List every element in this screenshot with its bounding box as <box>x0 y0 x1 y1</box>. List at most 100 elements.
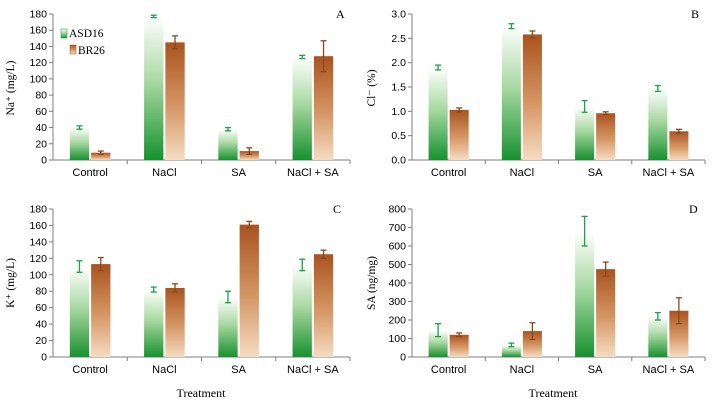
y-tick-label: 700 <box>388 222 406 234</box>
bar-br26 <box>449 109 469 160</box>
y-tick-label: 140 <box>29 236 47 248</box>
y-tick-label: 180 <box>29 204 47 216</box>
bar-br26 <box>239 224 259 357</box>
bar-asd16 <box>69 127 90 160</box>
y-tick-label: 120 <box>29 253 47 265</box>
panel-a-letter: A <box>336 7 345 21</box>
panel-a-ylabel: Na⁺ (mg/L) <box>5 60 17 115</box>
chart-d: 0 100 200 300 400 500 600 700 800 Control NaCl SA Na… <box>388 204 706 376</box>
bar-br26 <box>313 56 334 160</box>
legend-label-br26: BR26 <box>78 45 105 57</box>
y-tick-label: 100 <box>29 73 47 85</box>
bar-br26 <box>165 287 185 357</box>
x-category-label: Control <box>72 364 107 376</box>
bar-br26 <box>596 113 616 160</box>
bar-br26 <box>596 269 616 357</box>
panel-d-ylabel: SA (ng/mg) <box>366 256 378 310</box>
panel-c-xlabel: Treatment <box>177 386 227 400</box>
panel-c-letter: C <box>333 202 341 216</box>
bar-br26 <box>91 264 111 357</box>
bar-br26 <box>449 334 469 357</box>
bar-br26 <box>669 310 689 357</box>
y-tick-label: 80 <box>35 286 47 298</box>
y-tick-label: 300 <box>388 296 406 308</box>
bar-asd16 <box>501 26 521 160</box>
x-category-label: NaCl <box>510 167 534 179</box>
bar-asd16 <box>69 266 90 357</box>
bar-asd16 <box>218 296 238 357</box>
y-tick-label: 100 <box>388 333 406 345</box>
bar-asd16 <box>428 67 448 160</box>
x-category-label: NaCl + SA <box>643 167 695 179</box>
y-tick-label: 1.0 <box>391 106 406 118</box>
x-category-label: NaCl <box>152 364 176 376</box>
panel-c: K⁺ (mg/L) C Treatment <box>5 202 341 400</box>
bar-br26 <box>522 331 542 357</box>
bar-asd16 <box>648 88 668 160</box>
chart-a: 0 20 40 60 80 100 120 140 160 180 Control NaCl SA NaC… <box>29 9 351 179</box>
legend-label-asd16: ASD16 <box>69 28 104 40</box>
chart-c: 0 20 40 60 80 100 120 140 160 180 Control NaCl SA NaC… <box>29 204 351 376</box>
bar-asd16 <box>428 330 448 357</box>
y-tick-label: 200 <box>388 315 406 327</box>
bar-asd16 <box>292 264 312 357</box>
x-category-label: NaCl <box>510 364 534 376</box>
y-tick-label: 0.5 <box>391 130 406 142</box>
y-tick-label: 2.5 <box>391 33 406 45</box>
bar-asd16 <box>144 16 164 160</box>
panel-b: Cl⁻ (%) B <box>366 7 699 107</box>
y-tick-label: 160 <box>29 25 47 37</box>
legend-swatch-br26 <box>69 44 77 55</box>
y-tick-label: 0 <box>41 155 47 167</box>
x-category-label: SA <box>588 167 603 179</box>
y-tick-label: 40 <box>35 122 47 134</box>
panel-b-letter: B <box>691 7 699 21</box>
panel-c-ylabel: K⁺ (mg/L) <box>5 258 17 308</box>
x-category-label: SA <box>588 364 603 376</box>
legend: ASD16 BR26 <box>60 28 105 57</box>
y-tick-label: 0.0 <box>391 155 406 167</box>
y-tick-label: 800 <box>388 204 406 216</box>
y-tick-label: 600 <box>388 241 406 253</box>
y-tick-label: 160 <box>29 220 47 232</box>
y-tick-label: 180 <box>29 9 47 21</box>
x-category-label: Control <box>431 364 466 376</box>
bar-br26 <box>522 34 542 160</box>
bar-asd16 <box>648 316 668 357</box>
x-category-label: SA <box>231 364 246 376</box>
y-tick-label: 20 <box>35 138 47 150</box>
y-tick-label: 3.0 <box>391 9 406 21</box>
y-tick-label: 500 <box>388 259 406 271</box>
y-tick-label: 60 <box>35 302 47 314</box>
x-category-label: SA <box>231 167 246 179</box>
bar-asd16 <box>501 344 521 357</box>
y-tick-label: 20 <box>35 335 47 347</box>
panel-d-letter: D <box>689 202 698 216</box>
x-category-label: NaCl <box>152 167 176 179</box>
bar-br26 <box>239 151 259 160</box>
y-tick-label: 40 <box>35 319 47 331</box>
bar-asd16 <box>144 289 164 357</box>
y-tick-label: 60 <box>35 106 47 118</box>
y-tick-label: 2.0 <box>391 57 406 69</box>
panel-b-ylabel: Cl⁻ (%) <box>366 69 378 106</box>
y-tick-label: 0 <box>41 352 47 364</box>
y-tick-label: 120 <box>29 57 47 69</box>
y-tick-label: 80 <box>35 90 47 102</box>
x-category-label: NaCl + SA <box>287 167 339 179</box>
x-category-label: Control <box>431 167 466 179</box>
bar-br26 <box>165 42 185 161</box>
bar-br26 <box>669 131 689 160</box>
bar-br26 <box>91 152 111 160</box>
bar-asd16 <box>575 106 595 160</box>
bar-asd16 <box>218 129 238 160</box>
y-tick-label: 140 <box>29 41 47 53</box>
plot-layer: 0 20 40 60 80 100 120 140 160 180 Control NaCl SA NaC… <box>29 9 706 376</box>
panel-a: Na⁺ (mg/L) A ASD16 BR26 <box>5 7 345 115</box>
x-category-label: NaCl + SA <box>643 364 695 376</box>
x-category-label: Control <box>72 167 107 179</box>
chart-b: 0.0 0.5 1.0 1.5 2.0 2.5 3.0 Control NaCl SA NaCl +… <box>391 9 706 179</box>
y-tick-label: 400 <box>388 278 406 290</box>
bar-asd16 <box>575 231 595 357</box>
